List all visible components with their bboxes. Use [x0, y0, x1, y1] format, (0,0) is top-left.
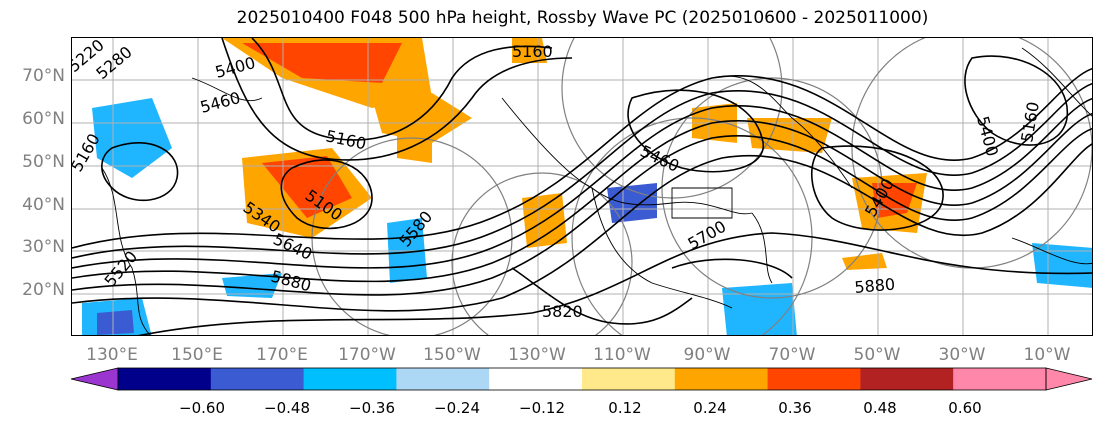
colorbar-cell [674, 368, 769, 390]
colorbar-tick: 0.48 [863, 399, 897, 417]
map-panel: 5220 5280 5400 5460 5160 5160 5100 5340 … [71, 37, 1093, 336]
lon-label-30w: 30°W [938, 345, 986, 365]
contour-label: 5520 [101, 247, 142, 290]
contour-label: 5400 [973, 114, 1002, 158]
lon-label-150e: 150°E [171, 345, 223, 365]
colorbar-cell [582, 368, 676, 390]
contour-label: 5580 [396, 207, 437, 250]
lon-label-170w: 170°W [338, 345, 396, 365]
colorbar-extend-high [1045, 367, 1093, 391]
colorbar-cells [70, 367, 1093, 391]
contour-label: 5400 [861, 175, 898, 220]
contour-label: 5640 [270, 229, 315, 263]
contour-label-layer: 5220 5280 5400 5460 5160 5160 5100 5340 … [72, 38, 1043, 321]
contour-label: 5880 [269, 267, 313, 296]
contour-label: 5400 [213, 53, 257, 82]
map-canvas [72, 38, 1092, 335]
contour-label: 5880 [854, 275, 896, 297]
height-contours [72, 38, 1092, 335]
colorbar-cell [953, 368, 1047, 390]
contour-label: 5160 [72, 130, 104, 175]
colorbar-tick: 0.24 [693, 399, 727, 417]
positive-anomaly-shading [222, 38, 927, 270]
coastlines [101, 47, 1092, 335]
contour-label: 5820 [542, 302, 583, 321]
colorbar-tick: −0.36 [349, 399, 395, 417]
colorbar-tick: −0.60 [179, 399, 225, 417]
lat-label-30n: 30°N [22, 237, 65, 257]
contour-label: 5460 [198, 88, 242, 117]
lon-label-130e: 130°E [86, 345, 138, 365]
colorbar-cell [303, 368, 397, 390]
contour-label: 5160 [1017, 100, 1043, 143]
colorbar-tick: −0.24 [434, 399, 480, 417]
lon-label-50w: 50°W [853, 345, 901, 365]
colorbar-tick: −0.48 [264, 399, 310, 417]
lon-label-90w: 90°W [683, 345, 731, 365]
lon-label-150w: 150°W [423, 345, 481, 365]
lat-label-50n: 50°N [22, 152, 65, 172]
lat-label-40n: 40°N [22, 195, 65, 215]
colorbar-cell [396, 368, 490, 390]
colorbar-cell [860, 368, 954, 390]
colorbar-tick: 0.60 [948, 399, 982, 417]
positive-anomaly-core [242, 43, 402, 83]
lon-label-10w: 10°W [1023, 345, 1071, 365]
contour-label: 5700 [685, 217, 730, 254]
lon-label-130w: 130°W [508, 345, 566, 365]
colorbar-frame [117, 367, 1047, 391]
lon-label-170e: 170°E [256, 345, 308, 365]
lat-label-20n: 20°N [22, 280, 65, 300]
lon-label-110w: 110°W [593, 345, 651, 365]
colorbar-tick: −0.12 [519, 399, 565, 417]
contour-label: 5100 [302, 186, 346, 225]
negative-anomaly-region [222, 273, 282, 298]
colorbar-extend-low [70, 367, 119, 391]
colorbar-cell [210, 368, 305, 390]
negative-anomaly-region [1032, 243, 1092, 288]
contour-label: 5160 [512, 42, 553, 61]
lat-label-70n: 70°N [22, 66, 65, 86]
colorbar-cell [489, 368, 583, 390]
positive-anomaly-region [842, 253, 887, 270]
map-title: 2025010400 F048 500 hPa height, Rossby W… [236, 8, 929, 28]
positive-anomaly-core [262, 156, 352, 218]
colorbar-cell [767, 368, 861, 390]
colorbar [70, 367, 1093, 391]
contour-label: 5460 [637, 141, 682, 175]
lon-label-70w: 70°W [768, 345, 816, 365]
graticule [72, 38, 1092, 335]
negative-anomaly-region [92, 98, 172, 178]
lat-label-60n: 60°N [22, 109, 65, 129]
contour-label: 5160 [324, 126, 368, 153]
colorbar-cell [118, 368, 212, 390]
positive-anomaly-region [747, 118, 832, 153]
negative-anomaly-core [97, 310, 134, 335]
colorbar-tick: 0.36 [778, 399, 812, 417]
colorbar-tick: 0.12 [608, 399, 642, 417]
